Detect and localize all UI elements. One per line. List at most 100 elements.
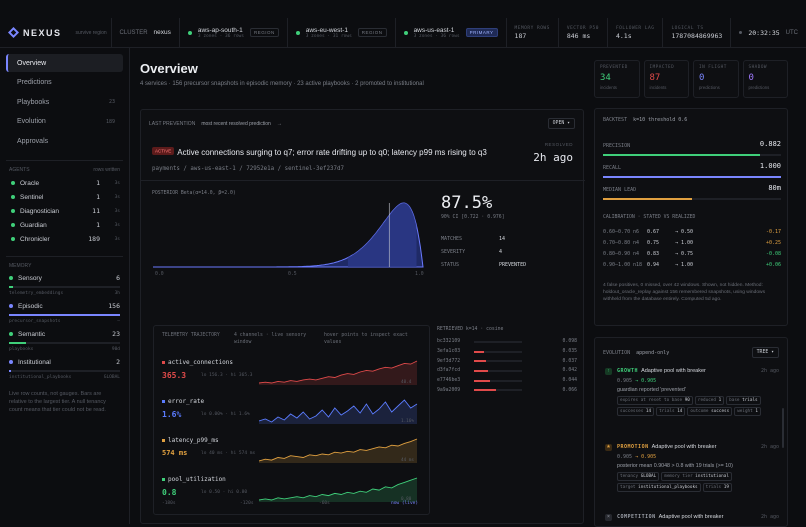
posterior-chart[interactable]: 0.0 0.5 1.0 <box>153 199 428 275</box>
telemetry-row-error_rate[interactable]: error_rate 1.6% lo 0.00% · hi 1.6% 1.16% <box>154 392 431 432</box>
retrieved-row[interactable]: e7746be3 0.044 <box>437 376 577 386</box>
growth-icon: ↑ <box>605 368 612 375</box>
chip-value: trials <box>742 398 758 403</box>
kv-value: 4 <box>499 249 503 255</box>
prediction-headline: ACTIVE Active connections surging to q7; … <box>152 142 573 172</box>
memory-tier-institutional[interactable]: Institutional 2 institutional_playbooks GLO… <box>6 358 123 380</box>
posterior-tick-label: 0.5 <box>288 271 297 275</box>
agent-chronicler[interactable]: Chronicler 189 3s <box>6 232 123 246</box>
evolution-event-competition[interactable]: × COMPETITION Adaptive pool with breaker 2h… <box>605 514 779 521</box>
retrieved-row[interactable]: d3fa7fcd 0.042 <box>437 366 577 376</box>
top-bar: NEXUS survive region CLUSTER nexus aws-a… <box>0 18 806 48</box>
memory-bar <box>9 286 120 288</box>
stat-value: 4.1s <box>615 31 632 40</box>
memory-ttl: 3h <box>114 291 120 296</box>
snapshot-id: e7746be3 <box>437 378 461 384</box>
agent-diagnostician[interactable]: Diagnostician 11 3s <box>6 204 123 218</box>
telemetry-row-pool_utilization[interactable]: pool_utilization 0.8 lo 0.50 · hi 0.80 0.80 <box>154 470 431 510</box>
backtest-recall: RECALL 1.000 <box>603 162 781 178</box>
channel-sparkline[interactable]: 1.16% <box>259 394 421 430</box>
telemetry-row-active_connections[interactable]: active_connections 365.3 lo 156.3 · hi 365… <box>154 353 431 393</box>
region-aws-eu-west-1[interactable]: aws-eu-west-1 3 zones · 31 rows REGION <box>288 18 396 47</box>
kpi-label: IN FLIGHT <box>699 65 727 70</box>
agent-oracle[interactable]: Oracle 1 3s <box>6 176 123 190</box>
metric-label: RECALL <box>603 165 622 171</box>
nav-approvals[interactable]: Approvals <box>6 132 123 150</box>
nav-overview[interactable]: Overview <box>6 54 123 72</box>
agent-sentinel[interactable]: Sentinel 1 3s <box>6 190 123 204</box>
calibration-row: 0.70–0.80 n4 0.75 → 1.00 +0.25 <box>603 240 781 246</box>
memory-tier-episodic[interactable]: Episodic 156 precursor_snapshots — <box>6 302 123 324</box>
evolution-scrollbar[interactable] <box>782 408 784 448</box>
region-badge: REGION <box>249 28 279 37</box>
kpi-prevented[interactable]: PREVENTED 34 incidents <box>594 60 640 98</box>
event-chip: base trials <box>726 396 761 405</box>
memory-tier-semantic[interactable]: Semantic 23 playbooks 90d <box>6 330 123 352</box>
nav-playbooks[interactable]: Playbooks 23 <box>6 93 123 111</box>
memory-row: Institutional 2 <box>9 358 120 366</box>
kpi-in-flight[interactable]: IN FLIGHT 0 predictions <box>693 60 739 98</box>
retrieved-row[interactable]: 9ef3d772 0.037 <box>437 356 577 366</box>
sparkline-area <box>259 361 417 385</box>
kpi-shadow[interactable]: SHADOW 0 predictions <box>742 60 788 98</box>
channel-value: 574 ms <box>162 449 188 457</box>
kpi-value: 87 <box>649 73 661 83</box>
kpi-unit: incidents <box>600 85 617 90</box>
similarity-bar <box>474 360 522 363</box>
posterior-ci-region <box>347 203 417 267</box>
region-aws-us-east-1[interactable]: aws-us-east-1 3 zones · 36 rows PRIMARY <box>396 18 507 47</box>
event-kind: PROMOTION <box>617 444 649 450</box>
evolution-event-promotion[interactable]: ★ PROMOTION Adaptive pool with breaker 2h a… <box>605 444 779 492</box>
chip-key: target <box>620 485 636 490</box>
calibration-a: 0.67 <box>647 229 660 235</box>
retrieved-row[interactable]: bc332109 0.098 <box>437 337 577 347</box>
similarity-score: 0.035 <box>562 349 577 355</box>
agent-rows: 11 <box>92 207 100 215</box>
retrieved-row[interactable]: 3efa1c03 0.035 <box>437 347 577 357</box>
brand[interactable]: NEXUS survive region <box>0 18 112 47</box>
memory-table: precursor_snapshots <box>9 319 61 324</box>
agent-age: 3s <box>114 194 120 200</box>
kpi-label: SHADOW <box>748 65 768 70</box>
retrieved-row[interactable]: 9a9a2009 0.066 <box>437 385 577 395</box>
channel-sparkline[interactable]: 0.80 <box>259 472 421 508</box>
chip-value: 14 <box>677 409 683 414</box>
agent-name: Diagnostician <box>20 207 60 215</box>
agent-guardian[interactable]: Guardian 1 3s <box>6 218 123 232</box>
event-age: 2h ago <box>760 368 779 374</box>
metric-value: 80m <box>768 184 781 192</box>
memory-tier-sensory[interactable]: Sensory 6 telemetry_embeddings 3h <box>6 274 123 296</box>
prev-link-icon[interactable]: → <box>276 120 282 127</box>
region-aws-ap-south-1[interactable]: aws-ap-south-1 3 zones · 36 rows REGION <box>180 18 288 47</box>
channel-sparkline[interactable]: 44 ms <box>259 433 421 469</box>
agent-age: 3s <box>114 180 120 186</box>
channel-sparkline[interactable]: 40.4 <box>259 355 421 391</box>
nav-label: Predictions <box>17 79 52 86</box>
evolution-event-growth[interactable]: ↑ GROWTH Adaptive pool with breaker 2h ago 0… <box>605 368 779 416</box>
sparkline-line <box>259 438 418 462</box>
tree-button[interactable]: TREE ▾ <box>751 347 779 358</box>
telemetry-row-latency_p99_ms[interactable]: latency_p99_ms 574 ms lo 40 ms · hi 574 ms… <box>154 431 431 471</box>
sparkline-end-label: 44 ms <box>401 457 414 463</box>
stat-3: LOGICAL TS 1787084869963 <box>663 18 732 47</box>
nav-predictions[interactable]: Predictions <box>6 74 123 92</box>
cluster-selector[interactable]: CLUSTER nexus <box>112 18 180 47</box>
calibration-a: 0.94 <box>647 262 660 268</box>
resolved-value: 2h ago <box>533 151 573 164</box>
channel-name: pool_utilization <box>168 476 226 483</box>
sparkline-area <box>259 439 417 463</box>
evolution-card: EVOLUTION append-only TREE ▾ ↑ GROWTH Adap… <box>594 337 788 527</box>
retrieved-title: RETRIEVED k=14 · cosine <box>437 327 504 332</box>
event-header: PROMOTION Adaptive pool with breaker <box>617 444 779 450</box>
event-score: 0.905 → 0.905 <box>617 454 779 460</box>
memory-dot-icon <box>9 331 13 336</box>
nav-label: Overview <box>17 59 47 67</box>
kpi-impacted[interactable]: IMPACTED 87 incidents <box>643 60 689 98</box>
calibration-n: n6 <box>633 229 640 235</box>
calibration-b: → 1.00 <box>675 262 694 268</box>
evolution-sub: append-only <box>636 349 670 356</box>
status-badge: ACTIVE <box>152 146 175 155</box>
nav-evolution[interactable]: Evolution 189 <box>6 113 123 131</box>
open-button[interactable]: OPEN ▾ <box>547 118 575 129</box>
chip-key: reduced <box>697 398 716 403</box>
